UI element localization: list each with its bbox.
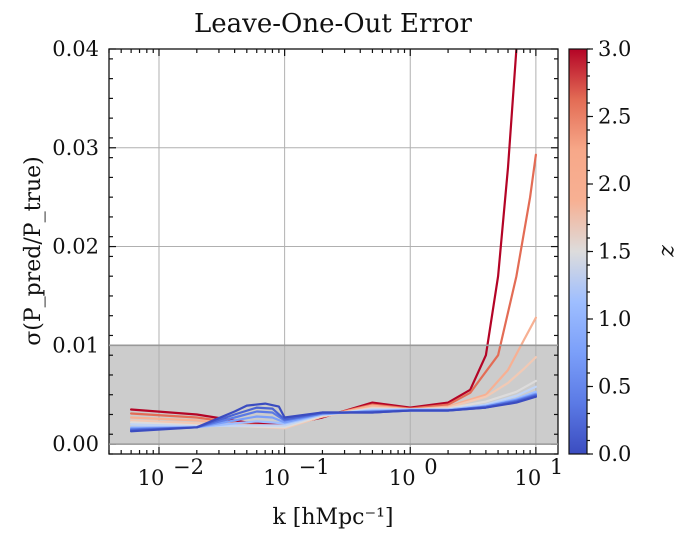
x-tick-exponent-3: 1 (550, 455, 563, 479)
colorbar: 0.0 0.5 1.0 1.5 2.0 2.5 3.0 z (568, 37, 680, 466)
plot-frame (108, 48, 559, 455)
colorbar-gradient (568, 48, 588, 455)
y-tick-labels: 0.00 0.01 0.02 0.03 0.04 (52, 37, 99, 456)
x-tick-exponent-1: −1 (299, 455, 330, 479)
colorbar-label: z (656, 244, 680, 257)
x-tick-label-2: 10 (389, 466, 416, 490)
y-axis-label: σ(P_pred/P_true) (21, 156, 46, 345)
x-tick-label-3: 10 (515, 466, 542, 490)
y-tick-label-1: 0.01 (52, 333, 99, 357)
x-tick-label-1: 10 (263, 466, 290, 490)
colorbar-tick-label-5: 2.5 (598, 105, 631, 129)
colorbar-tick-label-3: 1.5 (598, 240, 631, 264)
colorbar-tick-label-4: 2.0 (598, 172, 631, 196)
colorbar-tick-label-0: 0.0 (598, 442, 631, 466)
colorbar-tick-label-2: 1.0 (598, 307, 631, 331)
x-tick-exponent-2: 0 (424, 455, 437, 479)
colorbar-ticks: 0.0 0.5 1.0 1.5 2.0 2.5 3.0 (587, 37, 631, 466)
x-tick-labels: 10 −2 10 −1 10 0 10 1 (138, 455, 564, 490)
y-tick-label-2: 0.02 (52, 235, 99, 259)
x-tick-label-0: 10 (138, 466, 165, 490)
chart-title: Leave-One-Out Error (194, 9, 473, 39)
colorbar-tick-label-1: 0.5 (598, 375, 631, 399)
plot-area (108, 48, 559, 455)
x-axis-label: k [hMpc⁻¹] (272, 505, 393, 530)
colorbar-tick-label-6: 3.0 (598, 37, 631, 61)
y-tick-label-0: 0.00 (52, 432, 99, 456)
y-tick-label-3: 0.03 (52, 136, 99, 160)
series-line-z0 (130, 395, 537, 433)
series-layer (130, 49, 537, 433)
y-tick-label-4: 0.04 (52, 37, 99, 61)
x-tick-exponent-0: −2 (173, 455, 204, 479)
axis-ticks (108, 48, 558, 455)
